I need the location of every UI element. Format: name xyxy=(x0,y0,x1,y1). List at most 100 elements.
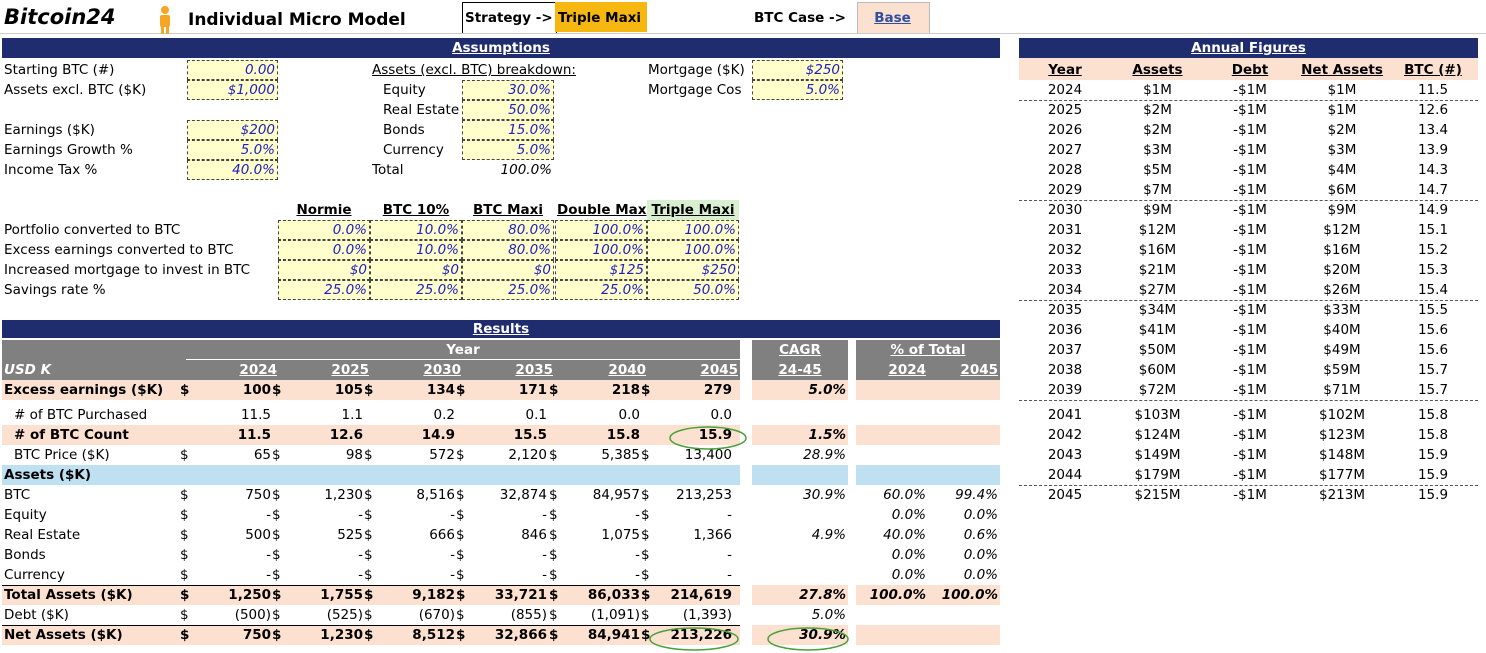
strategy-value[interactable]: 25.0% xyxy=(555,280,647,300)
annual-value: -$1M xyxy=(1233,362,1267,378)
row-value: 8,512 xyxy=(412,627,455,643)
row-value: 218 xyxy=(611,382,640,398)
row-value: 9,182 xyxy=(412,587,455,603)
strategy-value[interactable]: $250 xyxy=(647,260,739,280)
annual-value: $26M xyxy=(1323,282,1361,298)
annual-value: 15.8 xyxy=(1417,427,1449,443)
pct-value: 100.0% xyxy=(869,587,926,603)
annual-value: $177M xyxy=(1318,467,1365,483)
strategy-value[interactable]: 100.0% xyxy=(555,240,647,260)
strategy-value[interactable]: 80.0% xyxy=(462,240,554,260)
row-value: - xyxy=(266,567,271,583)
cagr-value: 5.0% xyxy=(811,607,846,623)
strategy-value[interactable]: 80.0% xyxy=(462,220,554,240)
input-value[interactable]: $1,000 xyxy=(187,80,278,100)
row-label: Equity xyxy=(4,507,47,523)
annual-value: $1M xyxy=(1327,102,1357,118)
pct-year: 2045 xyxy=(960,362,998,378)
row-value: - xyxy=(635,547,640,563)
row-value: (1,091) xyxy=(590,607,640,623)
annual-value: 2037 xyxy=(1047,342,1083,358)
annual-value: $16M xyxy=(1323,242,1361,258)
input-value[interactable]: 0.00 xyxy=(187,60,278,80)
row-value: 171 xyxy=(518,382,547,398)
breakdown-value[interactable]: 5.0% xyxy=(462,140,554,160)
input-value[interactable]: 5.0% xyxy=(187,140,278,160)
strategy-row-label: Increased mortgage to invest in BTC xyxy=(4,262,251,278)
currency-sign: $ xyxy=(364,382,374,398)
currency-sign: $ xyxy=(364,627,374,643)
case-value[interactable]: Base xyxy=(874,10,911,26)
row-value: 0.2 xyxy=(433,407,455,423)
total-label: Total xyxy=(372,162,404,178)
currency-sign: $ xyxy=(641,527,650,543)
input-value[interactable]: 40.0% xyxy=(187,160,278,180)
row-value: 1.1 xyxy=(341,407,363,423)
row-value: - xyxy=(542,567,547,583)
currency-sign: $ xyxy=(180,527,189,543)
currency-sign: $ xyxy=(456,507,465,523)
row-label: Real Estate xyxy=(4,527,81,543)
row-label: Currency xyxy=(4,567,65,583)
cagr-value: 1.5% xyxy=(808,427,846,443)
input-value[interactable]: $200 xyxy=(187,120,278,140)
breakdown-title: Assets (excl. BTC) breakdown: xyxy=(372,62,576,78)
annual-value: $1M xyxy=(1327,82,1357,98)
year-label: 2030 xyxy=(423,362,461,378)
strategy-value[interactable]: $0 xyxy=(370,260,462,280)
strategy-value[interactable]: 100.0% xyxy=(647,220,739,240)
row-value: 15.9 xyxy=(698,427,732,443)
strategy-value[interactable]: 0.0% xyxy=(278,220,370,240)
strategy-value[interactable]: $0 xyxy=(462,260,554,280)
strategy-header: BTC Maxi xyxy=(473,202,543,218)
strategy-value[interactable]: 10.0% xyxy=(370,240,462,260)
strategy-value[interactable]: 50.0% xyxy=(647,280,739,300)
strategy-value[interactable]: 10.0% xyxy=(370,220,462,240)
mortgage-value[interactable]: 5.0% xyxy=(752,80,843,100)
strategy-value[interactable]: 0.0% xyxy=(278,240,370,260)
currency-sign: $ xyxy=(272,627,282,643)
annual-value: -$1M xyxy=(1233,467,1267,483)
pct-value: 0.0% xyxy=(963,567,998,583)
annual-value: $34M xyxy=(1138,302,1177,318)
breakdown-value[interactable]: 50.0% xyxy=(462,100,554,120)
strategy-value[interactable]: 100.0% xyxy=(555,220,647,240)
cagr-value: 4.9% xyxy=(811,527,846,543)
breakdown-value[interactable]: 15.0% xyxy=(462,120,554,140)
selected-fill xyxy=(647,200,739,220)
currency-sign: $ xyxy=(641,587,651,603)
mortgage-value[interactable]: $250 xyxy=(752,60,843,80)
row-value: - xyxy=(358,507,363,523)
mortgage-label: Mortgage Cos xyxy=(648,82,742,98)
annual-value: 15.4 xyxy=(1417,282,1449,298)
breakdown-value[interactable]: 30.0% xyxy=(462,80,554,100)
strategy-value[interactable]: 25.0% xyxy=(370,280,462,300)
total-rule xyxy=(2,585,740,586)
pct-header: % of Total xyxy=(890,342,966,358)
strategy-value[interactable]: 100.0% xyxy=(647,240,739,260)
strategy-value[interactable]: Triple Maxi xyxy=(558,10,642,26)
strategy-value[interactable]: $0 xyxy=(278,260,370,280)
row-value: 8,516 xyxy=(416,487,455,503)
currency-sign: $ xyxy=(180,487,189,503)
currency-sign: $ xyxy=(641,607,650,623)
pct-value: 0.0% xyxy=(963,547,998,563)
strategy-value[interactable]: $125 xyxy=(555,260,647,280)
annual-value: $59M xyxy=(1323,362,1361,378)
annual-value: -$1M xyxy=(1233,427,1267,443)
year-label: 2024 xyxy=(239,362,277,378)
row-value: 279 xyxy=(703,382,732,398)
row-value: 1,366 xyxy=(693,527,732,543)
strategy-value[interactable]: 25.0% xyxy=(278,280,370,300)
cell-fill xyxy=(2,585,740,605)
row-value: - xyxy=(450,507,455,523)
case-fill xyxy=(857,2,930,34)
currency-sign: $ xyxy=(456,447,465,463)
currency-sign: $ xyxy=(364,587,374,603)
row-label: # of BTC Purchased xyxy=(14,407,148,423)
strategy-value[interactable]: 25.0% xyxy=(462,280,554,300)
mortgage-label: Mortgage ($K) xyxy=(648,62,745,78)
currency-sign: $ xyxy=(456,547,465,563)
annual-value: -$1M xyxy=(1233,222,1267,238)
input-label: Earnings Growth % xyxy=(4,142,133,158)
